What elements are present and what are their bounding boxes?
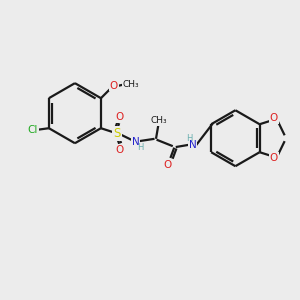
Text: H: H — [186, 134, 192, 143]
Text: O: O — [270, 113, 278, 123]
Text: CH₃: CH₃ — [151, 116, 167, 125]
Text: O: O — [163, 160, 172, 170]
Text: N: N — [131, 137, 139, 147]
Text: CH₃: CH₃ — [122, 80, 139, 88]
Text: N: N — [189, 140, 196, 150]
Text: O: O — [110, 80, 118, 91]
Text: H: H — [137, 142, 144, 152]
Text: Cl: Cl — [28, 125, 38, 135]
Text: O: O — [270, 153, 278, 163]
Text: S: S — [113, 127, 121, 140]
Text: O: O — [116, 112, 124, 122]
Text: O: O — [116, 145, 124, 155]
